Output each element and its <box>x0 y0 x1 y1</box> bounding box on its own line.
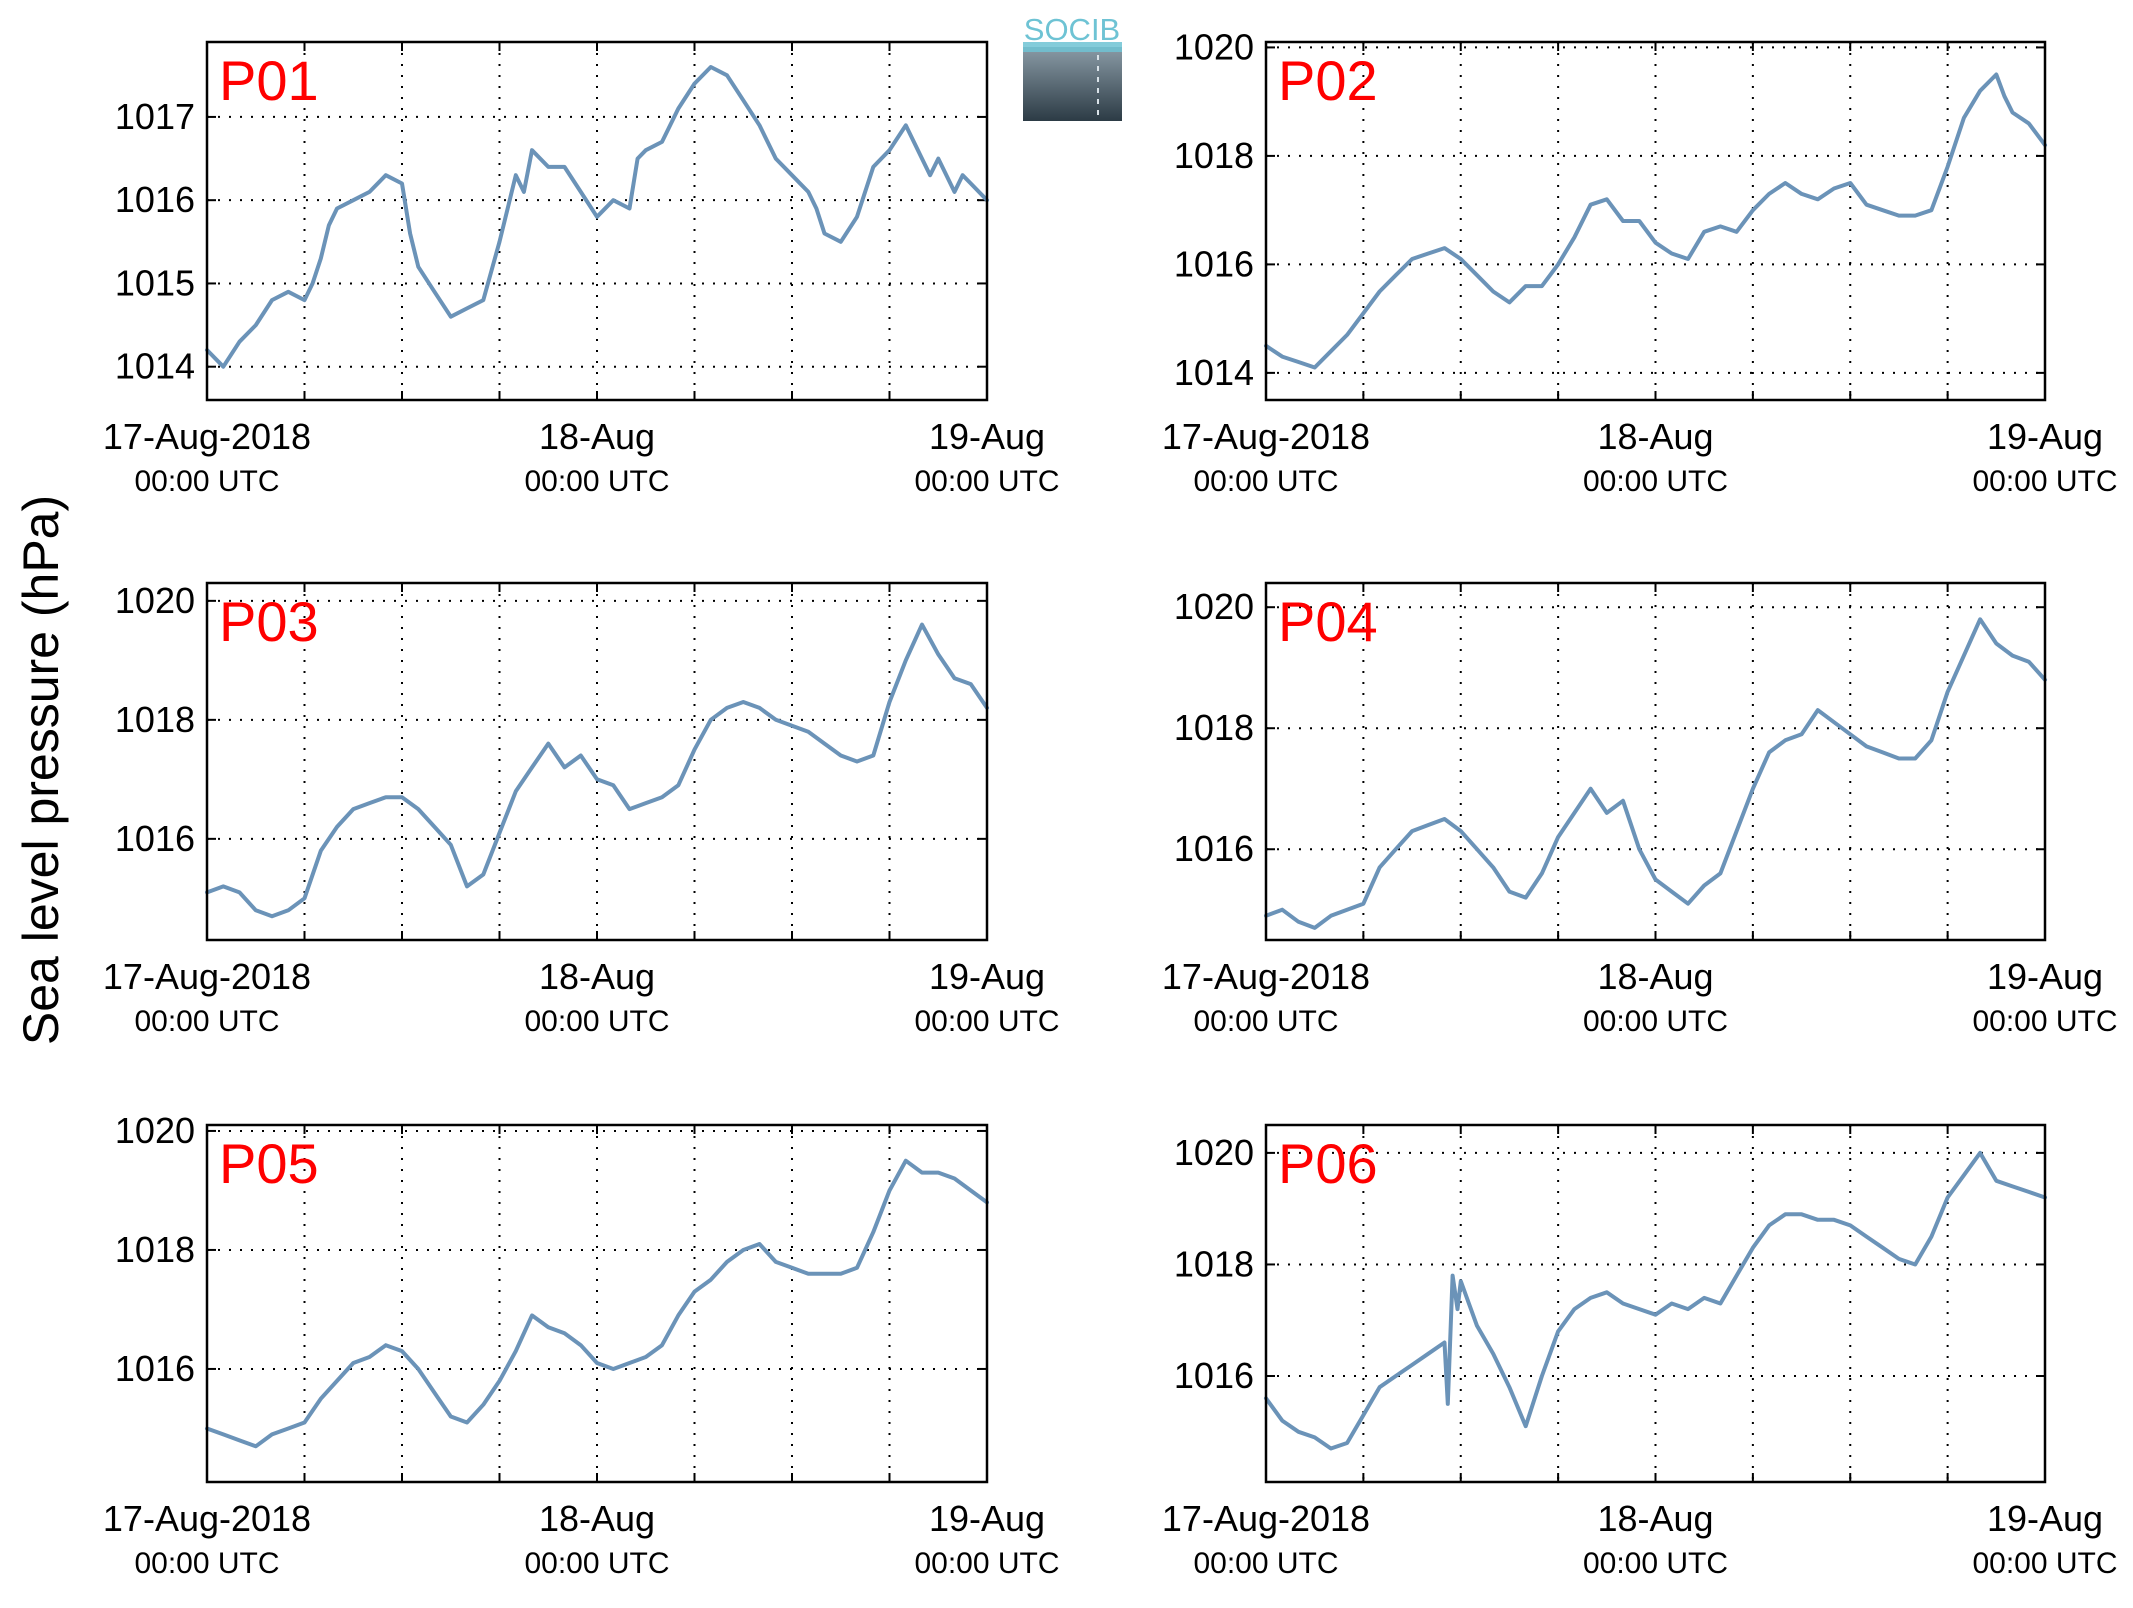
plot-frame <box>205 581 989 942</box>
y-tick-label: 1018 <box>1174 1243 1254 1284</box>
y-axis-label: Sea level pressure (hPa) <box>13 495 69 1045</box>
x-tick-label: 18-Aug <box>539 956 655 997</box>
x-tick-sublabel: 00:00 UTC <box>1583 1005 1728 1038</box>
x-tick-sublabel: 00:00 UTC <box>524 1005 669 1038</box>
panel-p05: 1016 1018 1020 17-Aug-2018 00:00 UTC 18-Aug 00… <box>103 1110 1060 1580</box>
y-tick-label: 1015 <box>115 262 195 303</box>
x-tick-label: 19-Aug <box>929 1498 1045 1539</box>
x-tick-sublabel: 00:00 UTC <box>1583 1547 1728 1580</box>
plot-frame <box>205 40 989 402</box>
plot-frame <box>1264 1123 2047 1484</box>
x-tick-sublabel: 00:00 UTC <box>1972 1547 2117 1580</box>
x-tick-sublabel: 00:00 UTC <box>134 1005 279 1038</box>
x-tick-label: 19-Aug <box>1987 1498 2103 1539</box>
y-tick-label: 1014 <box>1174 352 1254 393</box>
panel-label: P02 <box>1278 49 1378 112</box>
pressure-line <box>205 622 989 919</box>
y-tick-label: 1020 <box>115 1110 195 1151</box>
x-tick-sublabel: 00:00 UTC <box>134 1547 279 1580</box>
y-tick-label: 1016 <box>1174 1355 1254 1396</box>
x-tick-sublabel: 00:00 UTC <box>524 465 669 498</box>
x-tick-label: 18-Aug <box>1597 1498 1713 1539</box>
y-tick-label: 1020 <box>115 580 195 621</box>
y-tick-label: 1014 <box>115 346 195 387</box>
panel-p06: 1016 1018 1020 17-Aug-2018 00:00 UTC 18-Aug 00… <box>1162 1123 2118 1580</box>
pressure-line <box>1264 617 2047 930</box>
logo-text: SOCIB <box>1024 12 1120 47</box>
x-tick-label: 17-Aug-2018 <box>103 956 311 997</box>
x-tick-sublabel: 00:00 UTC <box>1193 1547 1338 1580</box>
x-tick-label: 18-Aug <box>539 416 655 457</box>
panel-p03: 1016 1018 1020 17-Aug-2018 00:00 UTC 18-Aug 00… <box>103 580 1060 1038</box>
y-tick-label: 1018 <box>1174 135 1254 176</box>
x-tick-sublabel: 00:00 UTC <box>1193 1005 1338 1038</box>
panel-p02: 1014 1016 1018 1020 17-Aug-2018 00:00 UTC 18-A… <box>1162 26 2118 498</box>
x-tick-sublabel: 00:00 UTC <box>1583 465 1728 498</box>
y-tick-label: 1016 <box>115 1348 195 1389</box>
plot-frame <box>1264 581 2047 942</box>
x-tick-label: 17-Aug-2018 <box>103 1498 311 1539</box>
plot-frame <box>1264 40 2047 402</box>
x-tick-label: 19-Aug <box>929 956 1045 997</box>
panel-p04: 1016 1018 1020 17-Aug-2018 00:00 UTC 18-Aug 00… <box>1162 581 2118 1038</box>
x-tick-label: 19-Aug <box>929 416 1045 457</box>
x-tick-sublabel: 00:00 UTC <box>914 465 1059 498</box>
logo-block <box>1023 47 1122 121</box>
panel-label: P05 <box>219 1132 319 1195</box>
y-tick-label: 1018 <box>1174 707 1254 748</box>
y-tick-label: 1018 <box>115 1229 195 1270</box>
y-tick-label: 1020 <box>1174 1132 1254 1173</box>
socib-logo: SOCIB <box>1023 12 1122 121</box>
x-tick-label: 19-Aug <box>1987 416 2103 457</box>
x-tick-label: 17-Aug-2018 <box>103 416 311 457</box>
x-tick-label: 19-Aug <box>1987 956 2103 997</box>
x-tick-sublabel: 00:00 UTC <box>1193 465 1338 498</box>
panel-label: P06 <box>1278 1132 1378 1195</box>
y-tick-label: 1017 <box>115 96 195 137</box>
logo-wave <box>1023 42 1122 52</box>
y-tick-label: 1018 <box>115 699 195 740</box>
y-tick-label: 1016 <box>115 818 195 859</box>
x-tick-label: 17-Aug-2018 <box>1162 956 1370 997</box>
x-tick-sublabel: 00:00 UTC <box>1972 465 2117 498</box>
x-tick-label: 17-Aug-2018 <box>1162 1498 1370 1539</box>
y-tick-label: 1016 <box>1174 828 1254 869</box>
pressure-line <box>205 65 989 369</box>
y-tick-label: 1020 <box>1174 586 1254 627</box>
panel-label: P03 <box>219 590 319 653</box>
x-tick-sublabel: 00:00 UTC <box>134 465 279 498</box>
pressure-line <box>1264 72 2047 370</box>
panels: 1014 1015 1016 1017 17-Aug-2018 00:00 UTC 18-A… <box>103 26 2118 1580</box>
x-tick-sublabel: 00:00 UTC <box>914 1005 1059 1038</box>
x-tick-label: 18-Aug <box>1597 956 1713 997</box>
x-tick-label: 18-Aug <box>1597 416 1713 457</box>
y-tick-label: 1016 <box>1174 243 1254 284</box>
x-tick-label: 17-Aug-2018 <box>1162 416 1370 457</box>
panel-p01: 1014 1015 1016 1017 17-Aug-2018 00:00 UTC 18-A… <box>103 40 1060 498</box>
x-tick-label: 18-Aug <box>539 1498 655 1539</box>
x-tick-sublabel: 00:00 UTC <box>524 1547 669 1580</box>
x-tick-sublabel: 00:00 UTC <box>1972 1005 2117 1038</box>
y-tick-label: 1020 <box>1174 26 1254 67</box>
y-tick-label: 1016 <box>115 179 195 220</box>
panel-label: P04 <box>1278 590 1378 653</box>
pressure-line <box>205 1158 989 1449</box>
panel-label: P01 <box>219 49 319 112</box>
x-tick-sublabel: 00:00 UTC <box>914 1547 1059 1580</box>
pressure-line <box>1264 1150 2047 1451</box>
plot-frame <box>205 1123 989 1484</box>
